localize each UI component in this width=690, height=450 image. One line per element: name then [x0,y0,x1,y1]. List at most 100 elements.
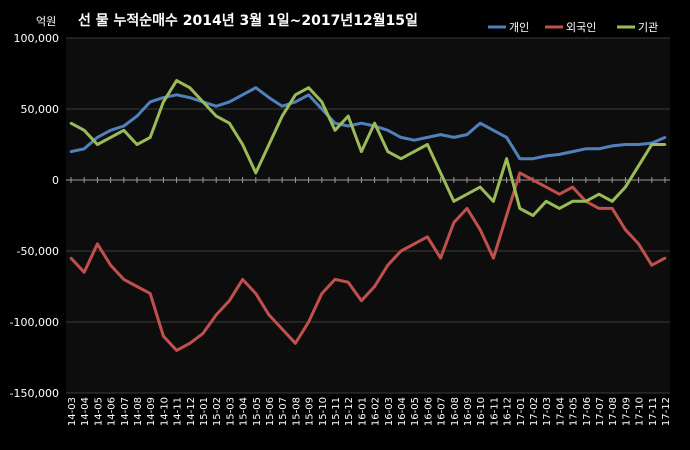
data-point [360,299,363,303]
data-point [478,121,482,125]
x-tick-label: 15-01 [199,397,210,426]
data-point [452,136,456,139]
data-point [360,150,363,153]
data-point [597,192,601,196]
data-point [558,153,561,156]
data-point [267,143,271,146]
data-point [584,147,588,151]
data-point [69,150,73,153]
x-tick-label: 17-01 [516,397,527,426]
x-tick-label: 15-10 [318,397,329,426]
data-point [439,171,442,175]
data-point [228,100,231,104]
data-point [214,313,218,317]
data-point [386,129,390,132]
y-tick-label: -150,000 [10,387,59,400]
data-point [254,86,258,89]
x-tick-label: 14-09 [146,397,157,426]
x-tick-label: 16-10 [476,397,487,426]
data-point [426,235,429,239]
data-point [188,96,192,99]
x-tick-label: 16-05 [410,397,421,426]
x-tick-label: 17-08 [608,397,619,426]
x-tick-label: 14-11 [173,397,184,426]
x-tick-label: 15-08 [291,397,302,426]
data-point [452,200,456,203]
data-point [597,147,601,151]
x-tick-label: 16-09 [463,397,474,426]
data-point [531,178,535,182]
data-point [228,121,231,125]
data-point [373,285,376,288]
data-point [109,263,112,267]
data-point [320,100,324,104]
data-point [135,114,139,118]
data-point [412,150,416,153]
data-point [465,133,469,136]
data-point [610,207,614,210]
data-point [505,136,508,139]
chart-title: 선 물 누적순매수 2014년 3월 1일~2017년12월15일 [78,12,418,29]
data-point [571,150,574,153]
data-point [228,299,231,303]
data-point [624,228,627,231]
x-tick-label: 14-06 [107,397,118,426]
data-point [492,129,495,132]
data-point [637,164,640,168]
data-point [439,133,442,136]
series-line-기관 [70,79,665,217]
x-tick-label: 17-10 [635,397,646,426]
x-tick-label: 17-02 [529,397,540,426]
y-tick-label: 50,000 [21,103,60,116]
x-tick-label: 14-07 [120,397,131,426]
data-point [241,143,244,146]
x-tick-label: 14-12 [186,397,197,426]
data-point [531,157,535,160]
data-point [307,86,310,89]
x-tick-label: 15-03 [225,397,236,426]
data-point [294,93,297,97]
legend: 개인 외국인 기관 [488,21,658,34]
data-point [650,263,654,267]
data-point [214,104,218,108]
x-axis: 14-03 14-04 14-05 14-06 14-07 14-08 14-09 14-10… [67,177,672,426]
data-point [162,100,165,104]
data-point [162,334,165,338]
data-point [267,96,271,99]
data-point [122,278,126,281]
data-point [439,256,442,260]
x-tick-label: 16-04 [397,397,408,426]
data-point [346,280,350,284]
data-point [294,100,297,104]
data-point [426,143,429,146]
data-point [412,242,416,246]
x-tick-label: 15-11 [331,397,342,426]
data-point [492,256,495,260]
data-point [175,93,178,97]
data-point [320,107,324,111]
data-point [624,143,627,146]
data-point [544,154,548,158]
x-tick-label: 15-02 [212,397,223,426]
data-point [637,242,640,246]
data-point [82,271,86,274]
data-point [307,320,310,324]
data-point [492,200,495,203]
x-tick-label: 16-02 [371,397,382,426]
x-tick-label: 14-10 [159,397,170,426]
unit-label: 억원 [36,15,56,28]
y-tick-label: -100,000 [10,316,59,329]
data-point [544,185,548,189]
x-tick-label: 14-08 [133,397,144,426]
data-point [307,93,310,97]
data-point [122,129,126,132]
data-point [399,157,403,160]
data-point [148,100,152,104]
data-point [82,147,86,151]
legend-label: 기관 [638,21,658,34]
x-tick-label: 14-03 [67,397,78,426]
x-tick-label: 17-06 [582,397,593,426]
data-point [254,292,258,295]
data-point [346,114,350,118]
data-point [624,185,627,189]
